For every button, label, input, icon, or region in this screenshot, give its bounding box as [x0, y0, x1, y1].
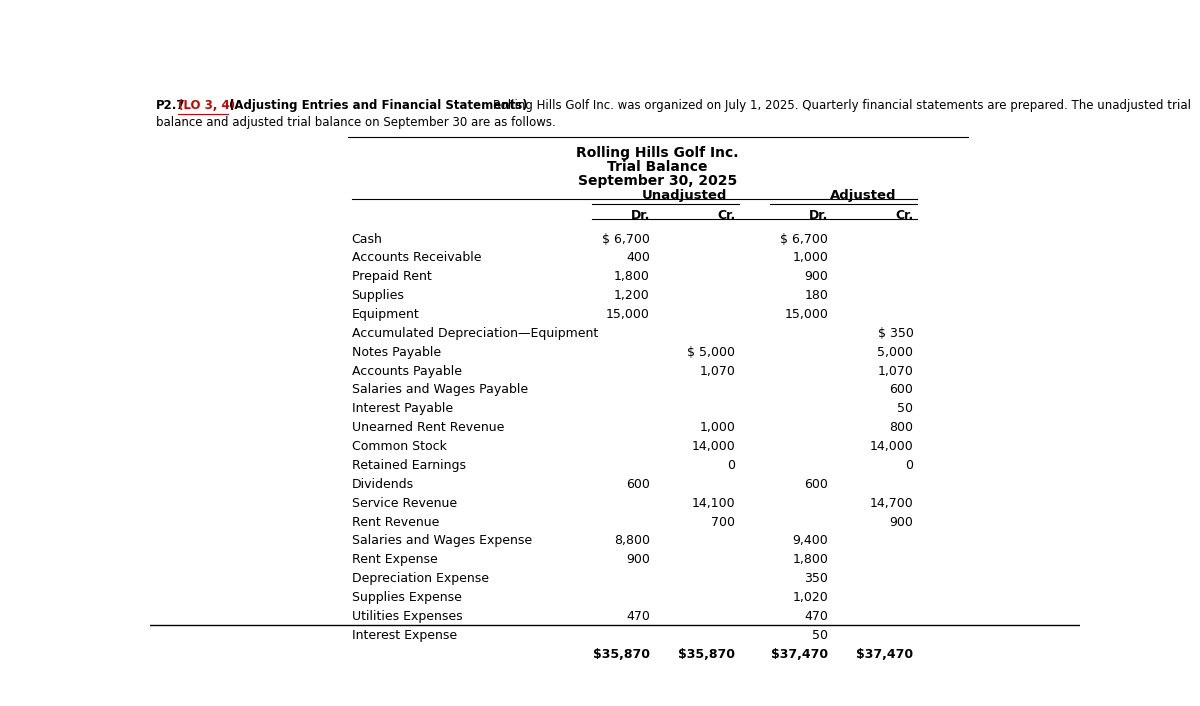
- Text: September 30, 2025: September 30, 2025: [578, 174, 737, 188]
- Text: 9,400: 9,400: [792, 534, 828, 547]
- Text: 1,070: 1,070: [700, 364, 736, 378]
- Text: 900: 900: [626, 554, 650, 566]
- Text: Adjusted: Adjusted: [829, 189, 896, 203]
- Text: 15,000: 15,000: [785, 308, 828, 321]
- Text: Cr.: Cr.: [895, 209, 913, 222]
- Text: Common Stock: Common Stock: [352, 440, 446, 453]
- Text: 8,800: 8,800: [614, 534, 650, 547]
- Text: Rolling Hills Golf Inc. was organized on July 1, 2025. Quarterly financial state: Rolling Hills Golf Inc. was organized on…: [493, 99, 1192, 112]
- Text: Supplies Expense: Supplies Expense: [352, 591, 461, 604]
- Text: Rolling Hills Golf Inc.: Rolling Hills Golf Inc.: [576, 146, 739, 160]
- Text: Interest Payable: Interest Payable: [352, 402, 452, 415]
- Text: 1,000: 1,000: [792, 251, 828, 265]
- Text: $35,870: $35,870: [593, 647, 650, 661]
- Text: (LO 3, 4): (LO 3, 4): [179, 99, 235, 112]
- Text: 1,800: 1,800: [792, 554, 828, 566]
- Text: Retained Earnings: Retained Earnings: [352, 459, 466, 472]
- Text: Accounts Payable: Accounts Payable: [352, 364, 462, 378]
- Text: $37,470: $37,470: [857, 647, 913, 661]
- Text: 470: 470: [804, 610, 828, 623]
- Text: Accounts Receivable: Accounts Receivable: [352, 251, 481, 265]
- Text: $37,470: $37,470: [772, 647, 828, 661]
- Text: Equipment: Equipment: [352, 308, 419, 321]
- Text: 600: 600: [804, 478, 828, 491]
- Text: Dividends: Dividends: [352, 478, 414, 491]
- Text: 900: 900: [889, 515, 913, 529]
- Text: 900: 900: [804, 270, 828, 283]
- Text: 1,000: 1,000: [700, 421, 736, 434]
- Text: $35,870: $35,870: [678, 647, 736, 661]
- Text: Accumulated Depreciation—Equipment: Accumulated Depreciation—Equipment: [352, 327, 598, 340]
- Text: Service Revenue: Service Revenue: [352, 496, 457, 510]
- Text: $ 6,700: $ 6,700: [602, 232, 650, 246]
- Text: 1,070: 1,070: [877, 364, 913, 378]
- Text: Supplies: Supplies: [352, 289, 404, 302]
- Text: $ 350: $ 350: [877, 327, 913, 340]
- Text: Dr.: Dr.: [630, 209, 650, 222]
- Text: 14,100: 14,100: [691, 496, 736, 510]
- Text: 600: 600: [626, 478, 650, 491]
- Text: Unadjusted: Unadjusted: [642, 189, 727, 203]
- Text: 1,020: 1,020: [792, 591, 828, 604]
- Text: Utilities Expenses: Utilities Expenses: [352, 610, 462, 623]
- Text: 600: 600: [889, 383, 913, 397]
- Text: 800: 800: [889, 421, 913, 434]
- Text: Rent Expense: Rent Expense: [352, 554, 437, 566]
- Text: 400: 400: [626, 251, 650, 265]
- Text: Notes Payable: Notes Payable: [352, 346, 440, 359]
- Text: $ 6,700: $ 6,700: [780, 232, 828, 246]
- Text: 1,800: 1,800: [614, 270, 650, 283]
- Text: 50: 50: [898, 402, 913, 415]
- Text: Dr.: Dr.: [809, 209, 828, 222]
- Text: P2.7: P2.7: [156, 99, 186, 112]
- Text: 15,000: 15,000: [606, 308, 650, 321]
- Text: (Adjusting Entries and Financial Statements): (Adjusting Entries and Financial Stateme…: [229, 99, 528, 112]
- Text: Unearned Rent Revenue: Unearned Rent Revenue: [352, 421, 504, 434]
- Text: 14,700: 14,700: [870, 496, 913, 510]
- Text: Salaries and Wages Payable: Salaries and Wages Payable: [352, 383, 528, 397]
- Text: 14,000: 14,000: [691, 440, 736, 453]
- Text: 700: 700: [712, 515, 736, 529]
- Text: 14,000: 14,000: [870, 440, 913, 453]
- Text: 180: 180: [804, 289, 828, 302]
- Text: Cr.: Cr.: [716, 209, 736, 222]
- Text: 50: 50: [812, 629, 828, 642]
- Text: Interest Expense: Interest Expense: [352, 629, 457, 642]
- Text: 470: 470: [626, 610, 650, 623]
- Text: balance and adjusted trial balance on September 30 are as follows.: balance and adjusted trial balance on Se…: [156, 116, 556, 129]
- Text: 1,200: 1,200: [614, 289, 650, 302]
- Text: Salaries and Wages Expense: Salaries and Wages Expense: [352, 534, 532, 547]
- Text: Rent Revenue: Rent Revenue: [352, 515, 439, 529]
- Text: 0: 0: [905, 459, 913, 472]
- Text: 350: 350: [804, 572, 828, 585]
- Text: Cash: Cash: [352, 232, 383, 246]
- Text: 5,000: 5,000: [877, 346, 913, 359]
- Text: Trial Balance: Trial Balance: [607, 160, 708, 174]
- Text: $ 5,000: $ 5,000: [688, 346, 736, 359]
- Text: 0: 0: [727, 459, 736, 472]
- Text: Prepaid Rent: Prepaid Rent: [352, 270, 431, 283]
- Text: Depreciation Expense: Depreciation Expense: [352, 572, 488, 585]
